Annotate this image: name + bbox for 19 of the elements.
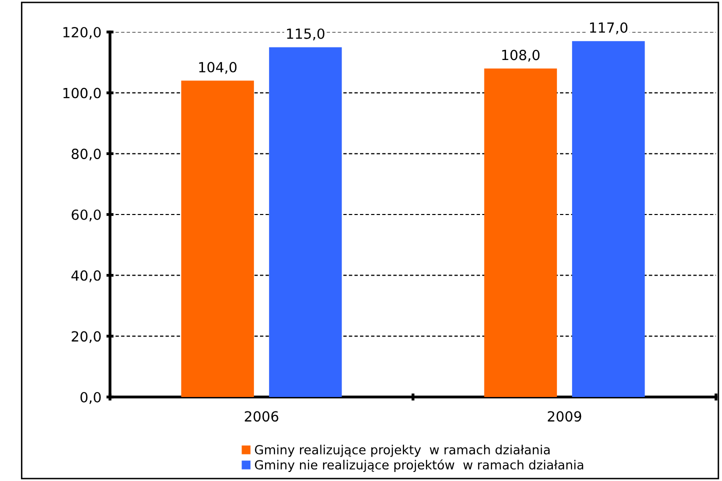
bar <box>572 41 645 397</box>
bar <box>181 80 254 397</box>
y-tick-label: 60,0 <box>72 209 101 222</box>
x-tick-label: 2009 <box>548 411 582 422</box>
y-tick-label: 100,0 <box>63 88 101 100</box>
y-tick-label: 80,0 <box>72 148 101 161</box>
bar <box>484 68 557 397</box>
data-label: 117,0 <box>590 22 628 34</box>
y-tick-label: 120,0 <box>63 26 101 39</box>
y-tick-label: 40,0 <box>71 270 101 282</box>
x-tick-label: 2006 <box>244 411 278 422</box>
bar <box>269 47 342 397</box>
data-label: 104,0 <box>199 62 237 74</box>
y-tick-label: 0,0 <box>80 392 101 404</box>
data-label: 108,0 <box>502 50 540 62</box>
legend-label: Gminy realizujące projekty w ramach działania <box>254 444 550 457</box>
y-tick-label: 20,0 <box>72 331 101 344</box>
data-label: 115,0 <box>287 28 324 40</box>
legend-label: Gminy nie realizujące projektów w ramach działania <box>254 459 584 472</box>
